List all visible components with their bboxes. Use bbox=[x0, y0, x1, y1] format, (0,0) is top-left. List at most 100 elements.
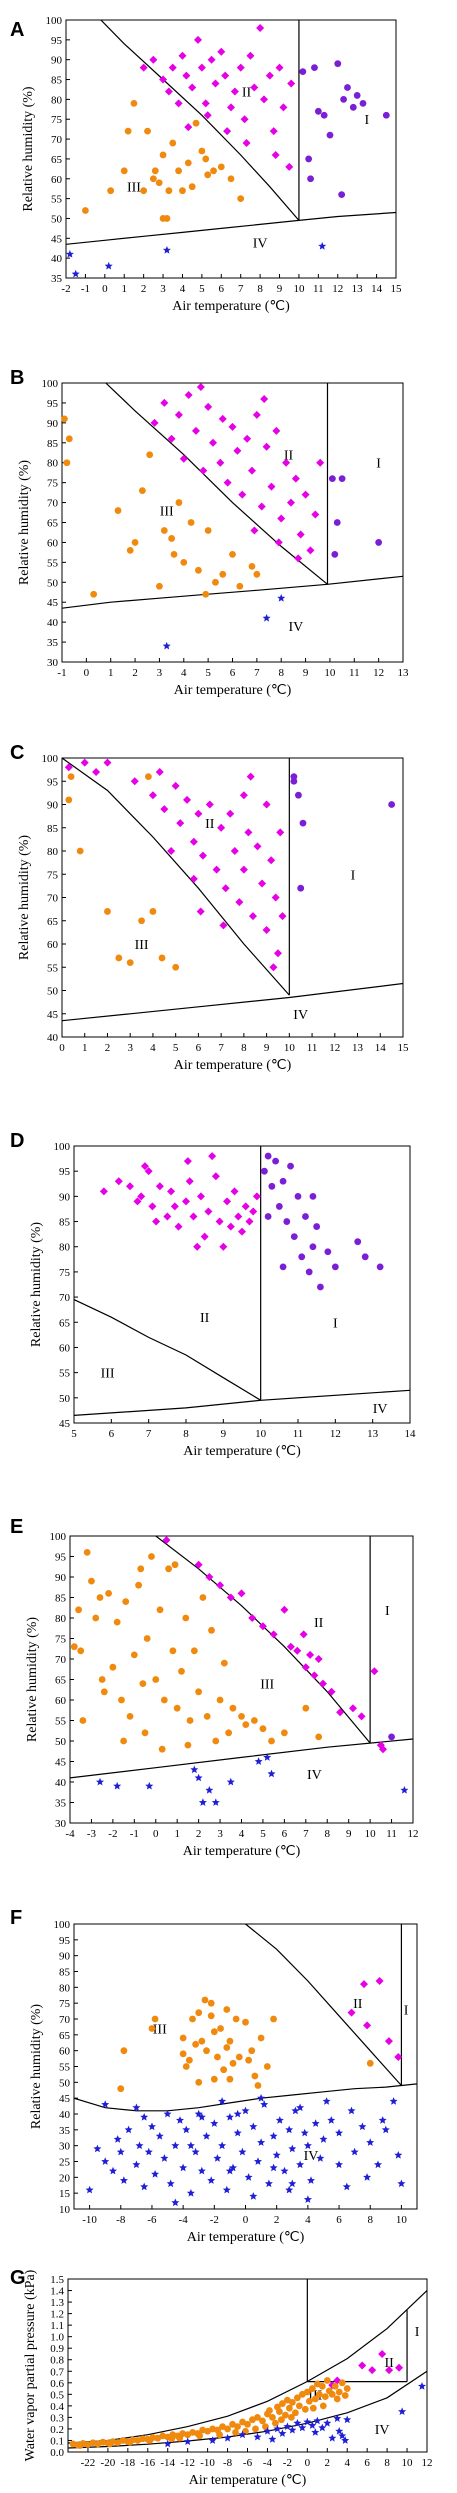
x-tick-label: 3 bbox=[160, 283, 166, 295]
y-axis-label: Relative humidity (%) bbox=[17, 460, 32, 586]
data-point-diamond bbox=[348, 1704, 357, 1713]
y-tick-label: 90 bbox=[51, 55, 63, 67]
data-point-diamond bbox=[216, 1581, 225, 1590]
data-point-diamond bbox=[385, 2366, 394, 2375]
x-tick-label: -1 bbox=[130, 1828, 139, 1840]
data-point-diamond bbox=[183, 1157, 192, 1166]
x-tick-label: 11 bbox=[313, 283, 324, 295]
data-point-circle bbox=[70, 1643, 78, 1651]
data-point-circle bbox=[344, 84, 351, 91]
data-point-diamond bbox=[260, 394, 269, 403]
y-tick-label: 65 bbox=[51, 154, 63, 166]
y-tick-label: 55 bbox=[47, 962, 59, 974]
data-point-circle bbox=[196, 2432, 204, 2440]
data-point-circle bbox=[104, 908, 111, 915]
data-point-circle bbox=[141, 1729, 149, 1737]
data-point-star bbox=[308, 2421, 317, 2429]
data-point-circle bbox=[254, 2414, 261, 2421]
data-point-circle bbox=[354, 1238, 362, 1246]
x-tick-label: 12 bbox=[332, 283, 343, 295]
x-tick-label: 6 bbox=[336, 2214, 342, 2226]
data-point-diamond bbox=[137, 1192, 146, 1201]
x-tick-label: 4 bbox=[181, 667, 187, 679]
y-tick-label: 100 bbox=[50, 1531, 67, 1543]
data-point-star bbox=[296, 2160, 305, 2169]
data-point-diamond bbox=[314, 1655, 323, 1663]
data-point-circle bbox=[130, 1651, 138, 1659]
data-point-star bbox=[262, 614, 271, 622]
data-point-diamond bbox=[126, 1182, 134, 1191]
zone-label: III bbox=[101, 1367, 115, 1382]
y-tick-label: 55 bbox=[59, 1368, 71, 1380]
data-point-circle bbox=[353, 92, 361, 99]
data-point-diamond bbox=[204, 402, 213, 411]
data-point-circle bbox=[272, 1157, 279, 1165]
data-point-circle bbox=[333, 2395, 341, 2403]
data-point-circle bbox=[328, 475, 336, 483]
data-point-diamond bbox=[204, 1207, 213, 1216]
x-tick-label: 10 bbox=[293, 283, 305, 295]
data-point-circle bbox=[151, 2015, 159, 2023]
data-point-circle bbox=[137, 1565, 145, 1573]
data-point-circle bbox=[90, 590, 98, 598]
data-point-circle bbox=[212, 578, 219, 586]
data-point-circle bbox=[216, 1696, 224, 1704]
y-tick-label: 45 bbox=[59, 1418, 71, 1430]
data-point-diamond bbox=[252, 410, 261, 419]
data-point-circle bbox=[338, 2379, 346, 2387]
x-tick-label: 4 bbox=[150, 1042, 156, 1054]
data-point-star bbox=[191, 2147, 200, 2156]
data-point-star bbox=[113, 2135, 122, 2143]
x-tick-label: 7 bbox=[303, 1828, 309, 1840]
data-point-diamond bbox=[144, 1167, 153, 1176]
data-point-diamond bbox=[182, 71, 191, 80]
x-tick-label: -6 bbox=[147, 2214, 157, 2226]
data-point-star bbox=[275, 2116, 284, 2124]
data-point-diamond bbox=[99, 1187, 108, 1196]
y-tick-label: 80 bbox=[47, 846, 59, 858]
data-point-circle bbox=[106, 2440, 114, 2448]
data-point-circle bbox=[272, 2419, 279, 2427]
data-point-star bbox=[269, 2132, 278, 2140]
data-point-diamond bbox=[287, 79, 296, 88]
data-point-circle bbox=[131, 539, 139, 546]
data-point-circle bbox=[280, 1729, 288, 1737]
data-point-diamond bbox=[171, 781, 180, 790]
y-tick-label: 60 bbox=[47, 939, 59, 951]
data-point-star bbox=[140, 2182, 149, 2191]
data-point-diamond bbox=[278, 912, 287, 921]
y-tick-label: 35 bbox=[55, 1798, 67, 1810]
data-point-circle bbox=[172, 963, 180, 971]
data-point-circle bbox=[309, 1192, 317, 1200]
y-tick-label: 80 bbox=[47, 458, 59, 470]
x-tick-label: -18 bbox=[120, 2457, 135, 2469]
y-tick-label: 25 bbox=[59, 2157, 71, 2169]
data-point-star bbox=[254, 1757, 263, 1765]
data-point-circle bbox=[319, 2402, 327, 2410]
x-tick-label: -1 bbox=[57, 667, 66, 679]
x-tick-label: 6 bbox=[219, 283, 225, 295]
panel-label: D bbox=[10, 1130, 24, 1152]
data-point-star bbox=[400, 1786, 409, 1794]
x-tick-label: 8 bbox=[257, 283, 263, 295]
y-tick-label: 65 bbox=[55, 1675, 67, 1687]
y-tick-label: 30 bbox=[47, 657, 59, 669]
data-point-circle bbox=[217, 163, 225, 171]
y-tick-label: 65 bbox=[47, 916, 59, 928]
data-point-circle bbox=[326, 131, 334, 139]
data-point-circle bbox=[126, 959, 134, 966]
data-point-diamond bbox=[203, 111, 212, 120]
plot-frame bbox=[73, 1145, 411, 1424]
x-tick-label: 8 bbox=[278, 667, 284, 679]
x-tick-label: 2 bbox=[325, 2457, 331, 2469]
y-tick-label: 100 bbox=[42, 753, 59, 765]
data-point-circle bbox=[184, 159, 192, 167]
y-tick-label: 0.7 bbox=[50, 2366, 64, 2378]
x-tick-label: 0 bbox=[305, 2457, 311, 2469]
y-tick-label: 50 bbox=[51, 213, 63, 225]
data-point-diamond bbox=[269, 127, 278, 136]
y-tick-label: 50 bbox=[47, 986, 59, 998]
data-point-diamond bbox=[201, 99, 210, 108]
data-point-circle bbox=[156, 582, 163, 590]
data-point-diamond bbox=[275, 63, 284, 72]
